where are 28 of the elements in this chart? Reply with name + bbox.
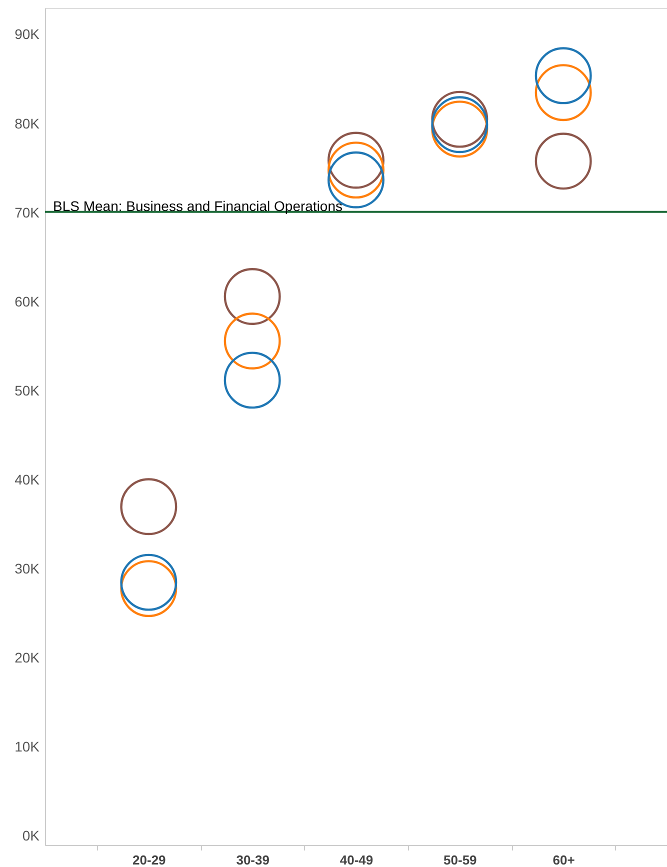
ref-line-label: BLS Mean: Business and Financial Operations [53, 198, 342, 214]
y-tick-label: 30K [14, 560, 40, 576]
point [120, 478, 178, 536]
y-tick-label: 70K [14, 204, 40, 220]
x-tick-label: 20-29 [132, 852, 166, 867]
y-tick-label: 90K [14, 26, 40, 42]
x-tick-label: 60+ [552, 852, 576, 867]
point [224, 312, 281, 370]
point [534, 132, 592, 190]
y-tick-label: 50K [14, 382, 40, 398]
point [534, 64, 592, 122]
y-tick-label: 80K [14, 115, 40, 132]
point [431, 90, 488, 148]
point [120, 560, 178, 617]
point [328, 142, 384, 198]
y-tick-label: 0K [22, 828, 40, 844]
point [224, 352, 281, 409]
y-tick-label: 10K [14, 738, 40, 755]
point [328, 132, 384, 189]
point [534, 47, 592, 104]
point [224, 268, 281, 325]
y-tick-label: 40K [14, 471, 40, 488]
x-tick-label: 40-49 [340, 852, 374, 867]
x-tick-label: 30-39 [236, 852, 270, 867]
x-tick-label: 50-59 [444, 852, 477, 867]
y-tick-label: 60K [14, 293, 40, 310]
y-tick-label: 20K [14, 650, 40, 666]
point [120, 554, 178, 611]
